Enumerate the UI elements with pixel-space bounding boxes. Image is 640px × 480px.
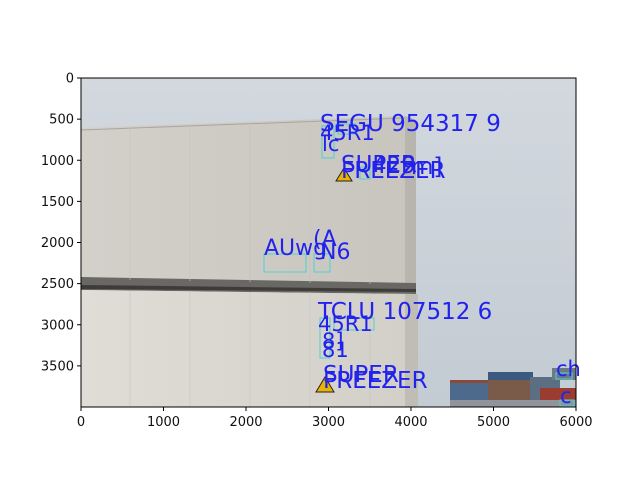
y-tick-label: 1000 [41, 154, 74, 169]
detection-boxes [263, 123, 575, 407]
label-top-id: SEGU 954317 9 [320, 111, 501, 137]
label-top-auwg: AUwg [264, 236, 327, 261]
label-top-super-a: SUPER [341, 152, 417, 178]
label-top-429: 429 [372, 153, 416, 179]
x-tick-label: 4000 [394, 415, 427, 430]
y-tick-label: 2500 [41, 277, 74, 292]
label-top-n6: N6 [320, 240, 350, 265]
label-bottom-freezer: FREEZER [323, 368, 428, 394]
upper-container [81, 116, 416, 287]
x-tick-label: 6000 [559, 415, 592, 430]
y-tick-label: 3000 [41, 318, 74, 333]
label-top-freezer: FREEZER [341, 158, 446, 184]
label-top-lc: lc [322, 132, 339, 156]
y-tick-label: 2000 [41, 236, 74, 251]
photo [80, 78, 576, 407]
label-bottom-81: 81 [322, 338, 349, 362]
x-axis: 0 1000 2000 3000 4000 5000 6000 [77, 407, 593, 430]
x-tick-label: 1000 [147, 415, 180, 430]
container-stacks [450, 368, 576, 407]
label-right-c: c [560, 384, 572, 408]
x-tick-label: 2000 [229, 415, 262, 430]
warning-triangle-icon [335, 167, 353, 182]
y-tick-label: 0 [66, 72, 74, 87]
label-bottom-45r1: 45R1 [318, 312, 373, 336]
label-top-a: (A [313, 227, 337, 252]
label-right-ch: ch [556, 357, 581, 381]
label-top-45r1: 45R1 [320, 121, 375, 145]
label-top-m: m] [411, 154, 442, 180]
x-tick-label: 0 [77, 415, 85, 430]
y-tick-label: 1500 [41, 195, 74, 210]
x-tick-label: 5000 [477, 415, 510, 430]
y-axis: 0 500 1000 1500 2000 2500 3000 3500 [41, 72, 81, 374]
warning-triangle-icon [315, 376, 335, 393]
y-tick-label: 3500 [41, 359, 74, 374]
label-bottom-8: 8] [322, 329, 344, 353]
label-bottom-super: SUPER [323, 362, 399, 388]
x-tick-label: 3000 [312, 415, 345, 430]
y-tick-label: 500 [49, 113, 74, 128]
label-bottom-id: TCLU 107512 6 [317, 299, 492, 325]
